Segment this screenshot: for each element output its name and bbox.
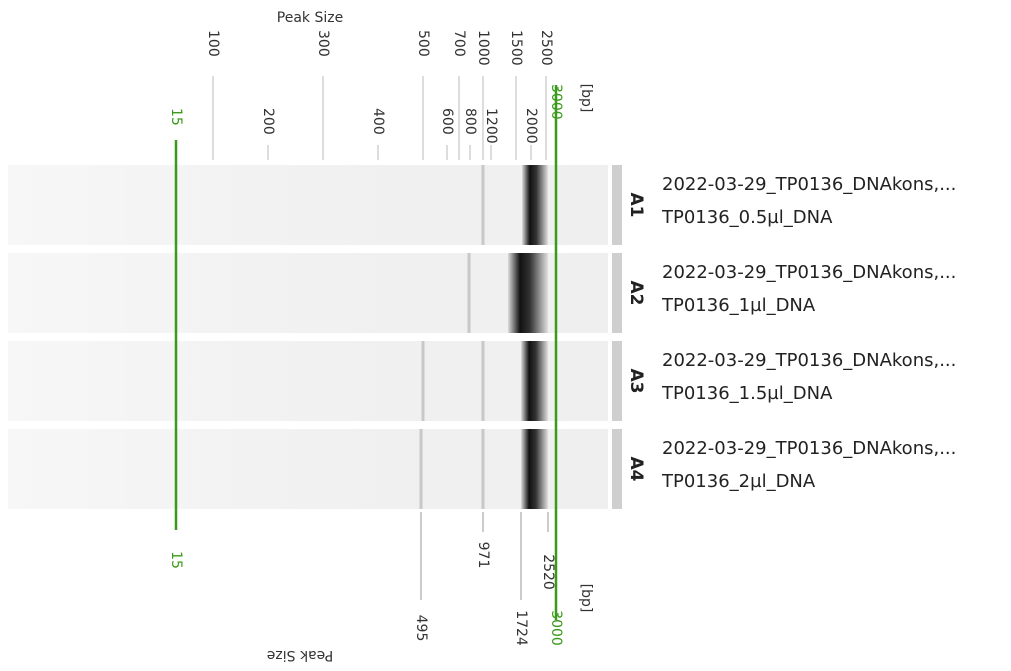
tick-label: 300 bbox=[315, 30, 331, 57]
sample-name: TP0136_1.5µl_DNA bbox=[661, 383, 833, 404]
well-bar bbox=[612, 429, 622, 509]
well-bar bbox=[612, 253, 622, 333]
lane-name: 2022-03-29_TP0136_DNAkons,... bbox=[662, 262, 956, 283]
gel-view: Peak Size [bp] Peak Size [bp] A1 2022-03-… bbox=[0, 0, 1011, 671]
marker-label: 2520 bbox=[540, 554, 556, 590]
tick-label: 1200 bbox=[483, 108, 499, 144]
tick-label: 500 bbox=[415, 30, 431, 57]
well-bar bbox=[612, 341, 622, 421]
marker-label: 3000 bbox=[548, 610, 564, 646]
tick-label: 400 bbox=[370, 108, 386, 135]
sample-name: TP0136_2µl_DNA bbox=[661, 471, 816, 492]
lane bbox=[8, 429, 608, 509]
marker-label: 1724 bbox=[513, 610, 529, 646]
tick-label: 1500 bbox=[508, 30, 524, 66]
bottom-axis-title: Peak Size bbox=[267, 647, 333, 663]
tick-label: 800 bbox=[462, 108, 478, 135]
sample-name: TP0136_0.5µl_DNA bbox=[661, 207, 833, 228]
body: {"top_axis": {"title": "Peak Size", "uni… bbox=[0, 0, 1011, 671]
top-axis-unit: [bp] bbox=[578, 84, 594, 113]
main-band bbox=[521, 341, 548, 421]
well-label: A2 bbox=[626, 281, 646, 306]
tick-label: 3000 bbox=[548, 84, 564, 120]
tick-label: 100 bbox=[205, 30, 221, 57]
main-band bbox=[521, 429, 548, 509]
lane-name: 2022-03-29_TP0136_DNAkons,... bbox=[662, 174, 956, 195]
well-bar bbox=[612, 165, 622, 245]
tick-label: 15 bbox=[168, 108, 184, 126]
tick-label: 700 bbox=[451, 30, 467, 57]
tick-label: 200 bbox=[260, 108, 276, 135]
faint-band bbox=[420, 429, 423, 509]
lane bbox=[8, 341, 608, 421]
well-label: A1 bbox=[626, 193, 646, 218]
tick-label: 2000 bbox=[523, 108, 539, 144]
tick-label: 1000 bbox=[475, 30, 491, 66]
lane bbox=[8, 165, 608, 245]
well-label: A3 bbox=[626, 369, 646, 394]
well-label: A4 bbox=[626, 457, 646, 482]
lane-name: 2022-03-29_TP0136_DNAkons,... bbox=[662, 438, 956, 459]
tick-label: 2500 bbox=[538, 30, 554, 66]
faint-band bbox=[482, 341, 485, 421]
faint-band bbox=[482, 165, 485, 245]
faint-band bbox=[482, 429, 485, 509]
lane-name: 2022-03-29_TP0136_DNAkons,... bbox=[662, 350, 956, 371]
faint-band bbox=[468, 253, 471, 333]
top-axis-title: Peak Size bbox=[277, 10, 343, 26]
marker-label: 971 bbox=[475, 542, 491, 569]
marker-label: 495 bbox=[413, 615, 429, 642]
sample-name: TP0136_1µl_DNA bbox=[661, 295, 816, 316]
marker-label: 15 bbox=[168, 551, 184, 569]
main-band bbox=[522, 165, 548, 245]
page: Gel image body { margin: 0; background: … bbox=[0, 0, 1011, 671]
main-band bbox=[508, 253, 548, 333]
bottom-axis-unit: [bp] bbox=[578, 584, 594, 613]
faint-band bbox=[422, 341, 425, 421]
tick-label: 600 bbox=[439, 108, 455, 135]
